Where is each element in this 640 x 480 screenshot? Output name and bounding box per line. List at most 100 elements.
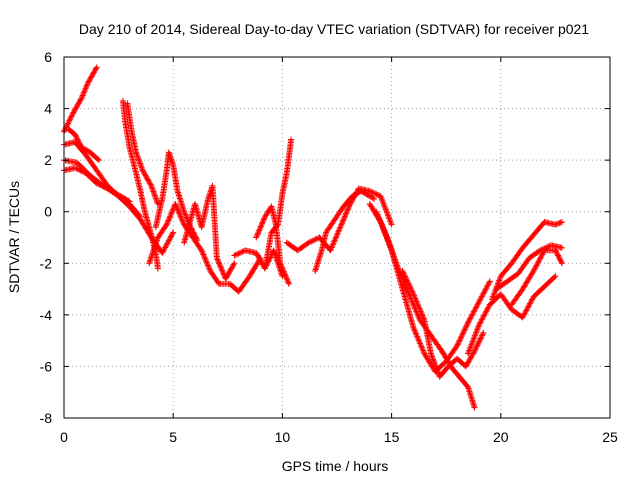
data-point xyxy=(386,217,393,224)
data-point xyxy=(161,245,168,252)
data-point xyxy=(415,337,422,344)
data-point xyxy=(556,255,563,262)
data-point xyxy=(383,233,390,240)
data-point xyxy=(483,307,490,314)
data-point xyxy=(200,251,207,258)
data-point xyxy=(415,302,422,309)
data-point xyxy=(341,214,348,221)
data-point xyxy=(454,342,461,349)
data-point xyxy=(169,230,176,237)
series-track-1 xyxy=(61,64,100,135)
data-point xyxy=(412,330,419,337)
data-point xyxy=(372,190,379,197)
data-point xyxy=(521,310,528,317)
data-point xyxy=(478,294,485,301)
data-point xyxy=(331,237,338,244)
data-point xyxy=(197,246,204,253)
data-point xyxy=(530,268,537,275)
data-point xyxy=(407,285,414,292)
data-point xyxy=(427,350,434,357)
data-point xyxy=(200,252,207,259)
data-point xyxy=(537,255,544,262)
data-point xyxy=(219,268,226,275)
data-point xyxy=(429,354,436,361)
data-point xyxy=(420,315,427,322)
data-point xyxy=(136,157,143,164)
data-point xyxy=(484,282,491,289)
data-point xyxy=(532,265,539,272)
data-point xyxy=(490,292,497,299)
data-point xyxy=(281,269,288,276)
data-point xyxy=(152,195,159,202)
data-point xyxy=(160,248,167,255)
data-point xyxy=(168,210,175,217)
data-point xyxy=(527,299,534,306)
data-point xyxy=(311,237,318,244)
data-point xyxy=(66,117,73,124)
data-point xyxy=(392,256,399,263)
data-point xyxy=(83,82,90,89)
series-track-20 xyxy=(489,219,565,303)
data-point xyxy=(435,369,442,376)
data-point xyxy=(231,252,238,259)
data-point xyxy=(277,260,284,267)
data-point xyxy=(202,255,209,262)
data-point xyxy=(134,153,141,160)
data-point xyxy=(226,269,233,276)
data-point xyxy=(167,211,174,218)
data-point xyxy=(68,113,75,120)
data-point xyxy=(144,176,151,183)
data-point xyxy=(79,92,86,99)
data-point xyxy=(139,167,146,174)
data-point xyxy=(329,241,336,248)
data-point xyxy=(175,207,182,214)
data-point xyxy=(455,340,462,347)
data-point xyxy=(163,221,170,228)
data-point xyxy=(165,216,172,223)
data-point xyxy=(555,253,562,260)
data-point xyxy=(469,338,476,345)
data-point xyxy=(174,205,181,212)
data-point xyxy=(87,75,94,82)
data-point xyxy=(467,354,474,361)
data-point xyxy=(473,343,480,350)
x-tick-label: 10 xyxy=(275,429,291,445)
data-point xyxy=(407,284,414,291)
data-point xyxy=(419,312,426,319)
data-point xyxy=(199,250,206,257)
data-point xyxy=(146,179,153,186)
data-point xyxy=(417,308,424,315)
data-point xyxy=(471,307,478,314)
data-point xyxy=(206,266,213,273)
data-point xyxy=(540,250,547,257)
data-point xyxy=(390,252,397,259)
data-point xyxy=(329,243,336,250)
data-point xyxy=(95,157,102,164)
data-point xyxy=(306,239,313,246)
data-point xyxy=(402,274,409,281)
data-point xyxy=(218,266,225,273)
y-tick-label: -2 xyxy=(40,255,53,271)
data-point xyxy=(206,265,213,272)
data-point xyxy=(342,211,349,218)
data-point xyxy=(138,164,145,171)
data-point xyxy=(137,160,144,167)
data-point xyxy=(179,218,186,225)
data-point xyxy=(466,346,473,353)
data-point xyxy=(373,191,380,198)
data-point xyxy=(203,258,210,265)
data-point xyxy=(67,116,74,123)
data-point xyxy=(476,336,483,343)
series-track-11 xyxy=(231,247,286,280)
data-point xyxy=(382,230,389,237)
data-point xyxy=(558,244,565,251)
data-point xyxy=(454,341,461,348)
data-point xyxy=(135,154,142,161)
data-point xyxy=(181,210,188,217)
data-point xyxy=(409,288,416,295)
data-point xyxy=(385,237,392,244)
series-track-13 xyxy=(261,136,295,272)
data-point xyxy=(170,229,177,236)
data-point xyxy=(520,313,527,320)
data-point xyxy=(165,217,172,224)
